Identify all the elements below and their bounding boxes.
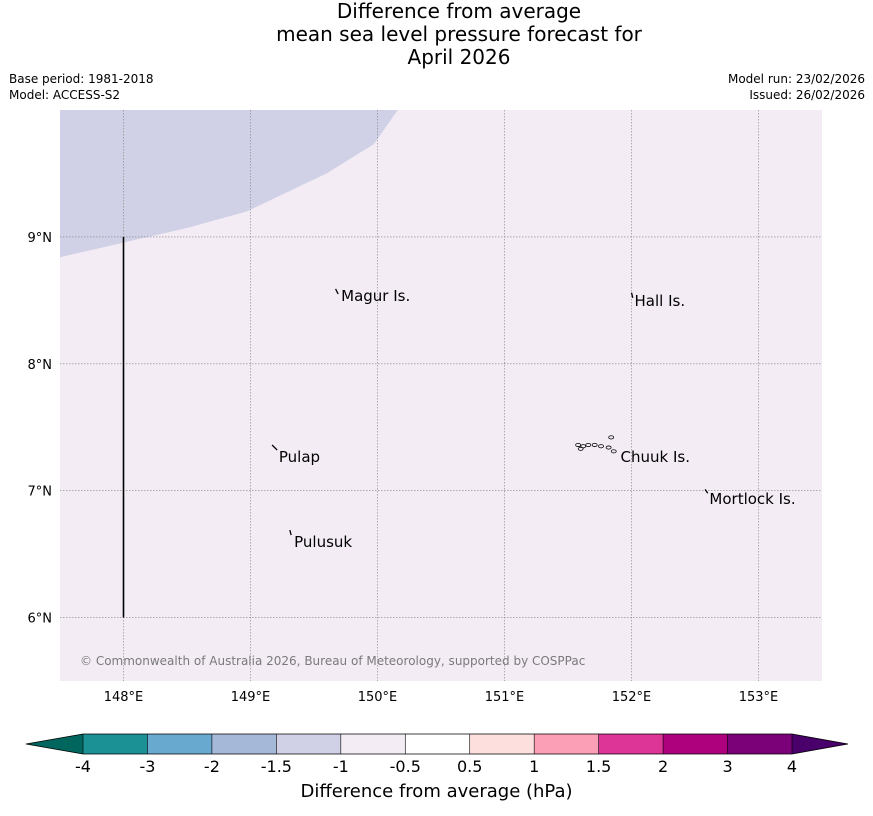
chuuk-island	[577, 446, 584, 451]
map-panel: Magur Is. Hall Is. Pulap Chuuk Is. Mortlock …	[60, 110, 822, 681]
model-text: Model: ACCESS-S2	[9, 88, 121, 102]
issued-text: Issued: 26/02/2026	[749, 88, 865, 102]
colorbar-tick-label: -3	[139, 757, 155, 776]
map-title: Difference from average mean sea level p…	[0, 0, 873, 69]
colorbar-tick-label: 0.5	[457, 757, 482, 776]
place-labels: Magur Is. Hall Is. Pulap Chuuk Is. Mortlock …	[279, 287, 796, 551]
lon-tick-label: 151°E	[485, 690, 525, 705]
lower-anomaly-region	[60, 110, 398, 258]
colorbar-tick-label: 3	[722, 757, 732, 776]
chuuk-island	[591, 442, 598, 447]
colorbar-title: Difference from average (hPa)	[300, 781, 573, 802]
place-label: Chuuk Is.	[621, 448, 690, 466]
place-label: Mortlock Is.	[709, 490, 795, 508]
island-outline	[630, 292, 634, 298]
island-outline	[289, 529, 292, 536]
meta-right: Model run: 23/02/2026 Issued: 26/02/2026	[728, 71, 865, 103]
colorbar-segment	[663, 734, 728, 754]
colorbar-segment	[83, 734, 148, 754]
colorbar-segment	[147, 734, 213, 754]
colorbar-segment	[405, 734, 471, 754]
chuuk-island	[605, 445, 612, 450]
lon-tick-label: 149°E	[231, 690, 271, 705]
lat-tick-label: 9°N	[28, 231, 53, 246]
colorbar-segment	[469, 734, 535, 754]
lat-tick-label: 7°N	[28, 485, 53, 500]
colorbar-segment	[211, 734, 277, 754]
lon-tick-label: 150°E	[358, 690, 398, 705]
chuuk-island	[575, 442, 582, 447]
meta-left: Base period: 1981-2018 Model: ACCESS-S2	[9, 71, 154, 103]
colorbar-tick-label: -4	[75, 757, 91, 776]
place-label: Magur Is.	[341, 287, 410, 305]
island-outline	[335, 288, 339, 295]
colorbar-segment	[340, 734, 406, 754]
place-label: Pulap	[279, 448, 320, 466]
colorbar-segment	[534, 734, 599, 754]
colorbar: -4 -3 -2 -1.5 -1 -0.5 0.5 1 1.5 2 3 4	[25, 733, 849, 776]
axis-tick-labels: 148°E 149°E 150°E 151°E 152°E 153°E 9°N 8°N 7°N 6…	[28, 231, 779, 705]
chuuk-island	[585, 442, 592, 447]
colorbar-tick-label: -2	[204, 757, 220, 776]
lon-tick-label: 153°E	[739, 690, 779, 705]
chuuk-island	[610, 449, 617, 454]
colorbar-segment	[598, 734, 664, 754]
place-label: Hall Is.	[635, 292, 686, 310]
lon-tick-label: 148°E	[104, 690, 144, 705]
chuuk-island	[598, 444, 604, 449]
colorbar-segment	[727, 734, 793, 754]
island-outlines	[271, 288, 709, 536]
colorbar-over-arrow	[792, 734, 848, 754]
colorbar-segment	[276, 734, 342, 754]
lat-tick-label: 6°N	[28, 612, 53, 627]
colorbar-tick-label: -1	[333, 757, 349, 776]
title-line-2: mean sea level pressure forecast for	[276, 22, 642, 46]
colorbar-tick-label: 1.5	[586, 757, 611, 776]
colorbar-tick-label: 1	[529, 757, 539, 776]
colorbar-under-arrow	[26, 734, 83, 754]
island-outline	[704, 489, 709, 494]
title-line-1: Difference from average	[336, 0, 582, 23]
colorbar-tick-label: -1.5	[261, 757, 292, 776]
chuuk-island	[608, 435, 615, 440]
title-line-3: April 2026	[407, 45, 511, 69]
model-run-text: Model run: 23/02/2026	[727, 72, 865, 86]
base-period-text: Base period: 1981-2018	[9, 72, 154, 86]
colorbar-tick-label: 2	[658, 757, 668, 776]
island-outline	[271, 444, 278, 451]
place-label: Pulusuk	[294, 533, 352, 551]
colorbar-tick-label: -0.5	[390, 757, 421, 776]
copyright-text: © Commonwealth of Australia 2026, Bureau…	[80, 654, 585, 668]
lon-tick-label: 152°E	[612, 690, 652, 705]
colorbar-tick-label: 4	[787, 757, 797, 776]
lat-tick-label: 8°N	[28, 358, 53, 373]
